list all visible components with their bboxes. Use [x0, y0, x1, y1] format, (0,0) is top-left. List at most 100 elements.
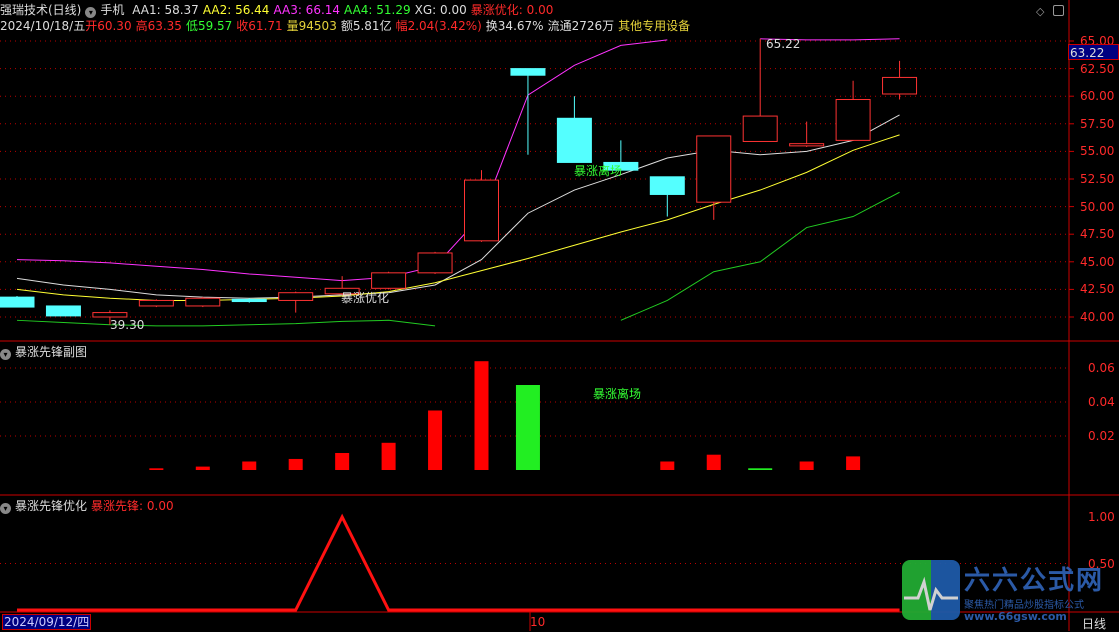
y-axis-label: 0.04	[1088, 395, 1115, 409]
y-axis-label: 52.50	[1080, 172, 1115, 186]
candle-body	[556, 117, 592, 163]
window-toggle-icon[interactable]	[1053, 5, 1064, 16]
indicator-bar	[515, 385, 540, 470]
settings-dropdown-icon[interactable]: ▾	[85, 7, 97, 18]
candlestick	[45, 305, 81, 317]
sub-chart-2-title-bar: ▾ 暴涨先锋优化 暴涨先锋: 0.00	[0, 499, 178, 514]
y-axis-label: 55.00	[1080, 144, 1115, 159]
candlestick	[324, 276, 360, 295]
candle-body	[464, 179, 499, 242]
low-price-label: 39.30	[110, 318, 145, 332]
ma1-line	[16, 114, 900, 299]
upper-line	[760, 38, 900, 41]
candle-body	[789, 143, 825, 147]
indicator-value: AA4: 51.29	[344, 3, 411, 17]
stock-name: 强瑞技术(日线)	[0, 3, 82, 17]
indicator-bar	[288, 458, 303, 470]
quote-open: 开60.30	[85, 19, 132, 33]
sub-chart-2-value: 暴涨先锋: 0.00	[91, 499, 174, 513]
candle-body	[882, 76, 918, 95]
candle-body	[45, 305, 81, 317]
y-axis-label: 0.50	[1088, 556, 1115, 571]
indicator-bar	[149, 468, 164, 470]
candlestick	[138, 299, 174, 308]
quote-bar: 2024/10/18/五开60.30 高63.35 低59.57 收61.71 量945…	[0, 19, 694, 33]
candlestick	[0, 296, 35, 308]
title-bar: 强瑞技术(日线) ▾ 手机 AA1: 58.37 AA2: 56.44 AA3: 66.…	[0, 3, 561, 18]
lower-line	[16, 319, 436, 327]
candle-body	[649, 176, 685, 195]
indicator-bar	[660, 461, 675, 470]
quote-sector[interactable]: 其他专用设备	[618, 19, 691, 33]
candle-body	[696, 135, 732, 203]
y-axis-label: 40.00	[1080, 310, 1115, 324]
device-label: 手机	[100, 3, 125, 17]
indicator-value: AA1: 58.37	[132, 3, 199, 17]
sub1-dropdown-icon[interactable]: ▾	[0, 349, 11, 360]
y-axis-label: 62.50	[1080, 61, 1115, 76]
quote-close: 收61.71	[236, 19, 283, 33]
candlestick	[696, 135, 732, 220]
indicator-value: AA3: 66.14	[273, 3, 341, 17]
crosshair-date: 2024/09/12/四	[2, 614, 92, 630]
candle-body	[510, 68, 546, 76]
candlestick	[649, 176, 685, 217]
quote-date: 2024/10/18/五	[0, 19, 86, 33]
indicator-bar	[799, 461, 814, 470]
logo-slogan: 聚焦热门精品炒股指标公式	[964, 600, 1084, 611]
sub2-dropdown-icon[interactable]: ▾	[0, 503, 11, 514]
indicator-bar	[846, 456, 861, 470]
candlestick	[510, 68, 546, 155]
quote-amount: 额5.81亿	[340, 19, 392, 33]
candle-body	[417, 252, 453, 274]
quote-float: 流通2726万	[547, 19, 615, 33]
lower-line	[620, 191, 900, 321]
candlestick	[371, 271, 407, 290]
logo-name: 六六公式网	[964, 566, 1105, 596]
indicator-bar	[242, 461, 257, 470]
quote-turnover: 换34.67%	[485, 19, 544, 33]
sub-chart-1-title[interactable]: 暴涨先锋副图	[15, 345, 88, 359]
candlestick	[742, 38, 778, 142]
candlestick	[882, 60, 918, 100]
candle-body	[185, 297, 221, 307]
quote-low: 低59.57	[185, 19, 233, 33]
y-axis-label: 0.06	[1088, 361, 1115, 375]
candlestick	[835, 80, 871, 141]
candlestick	[464, 170, 499, 242]
sub-chart-2-title[interactable]: 暴涨先锋优化	[15, 499, 88, 513]
candle-body	[324, 287, 360, 295]
indicator-bar	[428, 410, 443, 470]
candle-body	[742, 115, 778, 142]
signal-buy-label: 暴涨优化	[341, 291, 390, 305]
indicator-bar	[748, 468, 773, 470]
candlestick	[278, 291, 314, 313]
candlestick	[417, 251, 453, 274]
indicator-bar	[381, 442, 396, 470]
period-label[interactable]: 日线	[1082, 617, 1107, 631]
ma2-line	[16, 134, 900, 301]
indicator-bar	[706, 454, 721, 470]
candle-body	[138, 299, 174, 307]
indicator-bar	[195, 466, 210, 470]
y-axis-label: 50.00	[1080, 199, 1115, 214]
current-price-marker: 63.22	[1068, 44, 1119, 60]
candle-body	[835, 99, 871, 141]
indicator-value: 暴涨优化: 0.00	[470, 3, 554, 17]
y-axis-label: 1.00	[1088, 510, 1115, 524]
y-axis-label: 47.50	[1080, 227, 1115, 242]
quote-change: 幅2.04(3.42%)	[395, 19, 482, 33]
logo-url: www.66gsw.com	[964, 610, 1067, 623]
logo-icon	[902, 560, 960, 620]
indicator-bar	[335, 453, 350, 470]
signal-line	[17, 513, 900, 612]
candle-body	[92, 312, 128, 318]
candle-body	[603, 161, 639, 171]
watermark-logo: 六六公式网 聚焦热门精品炒股指标公式 www.66gsw.com	[902, 560, 1119, 624]
candlestick	[92, 310, 128, 325]
candle-body	[371, 272, 407, 289]
quote-volume: 量94503	[286, 19, 337, 33]
diamond-icon[interactable]: ◇	[1036, 5, 1045, 18]
candlestick	[556, 96, 592, 163]
